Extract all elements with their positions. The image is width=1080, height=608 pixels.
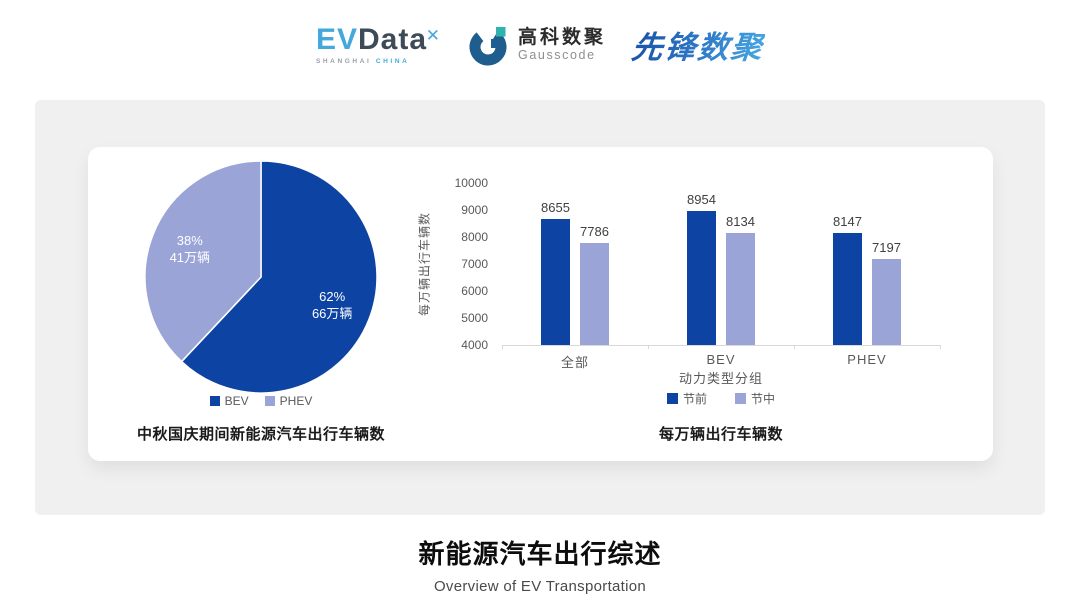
evdata-subtext: SHANGHAI CHINA (316, 58, 427, 65)
bar-legend-item-mid: 节中 (735, 390, 775, 407)
evdata-cross-icon: ✕ (425, 26, 442, 45)
logo-bar: EVData ✕ SHANGHAI CHINA 高科数聚 Gausscode 先… (0, 22, 1080, 67)
pie-legend-item-bev: BEV (209, 394, 249, 408)
bar-x-axis-title: 动力类型分组 (678, 371, 763, 386)
pie-slice-label-phev: 38% 41万辆 (145, 232, 235, 266)
bar-y-axis-title: 每万辆出行车辆数 (417, 211, 432, 317)
y-tick-label: 4000 (461, 338, 488, 352)
pie-slice-phev (144, 160, 262, 363)
page-title: 新能源汽车出行综述 (418, 539, 662, 569)
bar-legend-item-pre: 节前 (666, 390, 707, 407)
bar-节前-全部 (541, 219, 570, 345)
bar-节中-BEV (726, 233, 755, 345)
pie-legend-swatch-bev (209, 396, 220, 406)
y-tick-label: 8000 (461, 230, 488, 244)
bar-legend-swatch-pre (666, 393, 678, 404)
bar-value-label: 8655 (541, 200, 570, 216)
bar-value-label: 7786 (580, 223, 609, 239)
bar-节中-PHEV (872, 258, 901, 345)
x-axis-tick (939, 345, 941, 349)
gausscode-logo: 高科数聚 Gausscode (467, 24, 606, 66)
pie-chart (144, 160, 378, 394)
pie-legend: BEV PHEV (111, 394, 411, 408)
page-subtitle: Overview of EV Transportation (433, 578, 647, 595)
bar-节前-BEV (687, 211, 716, 345)
bar-value-label: 8147 (833, 214, 862, 230)
charts-card: 62% 66万辆 38% 41万辆 BEV PHEV 中秋国庆期间新能源汽车出行… (88, 147, 993, 461)
evdata-data-text: Data (357, 23, 428, 56)
x-axis-tick (647, 345, 649, 349)
pie-bev-percent: 62% (319, 289, 346, 305)
gausscode-g-icon (469, 26, 507, 65)
gausscode-text-block: 高科数聚 Gausscode (518, 27, 606, 62)
pie-slice-label-bev: 62% 66万辆 (287, 288, 377, 322)
pie-phev-percent: 38% (176, 232, 203, 248)
evdata-shanghai-text: SHANGHAI (315, 58, 372, 65)
bar-legend-swatch-mid (735, 393, 746, 404)
pie-slice-bev (180, 160, 378, 394)
y-tick-label: 9000 (461, 203, 488, 217)
bar-value-label: 8134 (726, 214, 755, 230)
category-label: 全部 (560, 355, 589, 370)
evdata-wordmark: EVData ✕ (315, 23, 440, 56)
pie-chart-title: 中秋国庆期间新能源汽车出行车辆数 (136, 426, 385, 443)
bar-legend-label-mid: 节中 (751, 392, 776, 406)
bar-legend: 节前 节中 (502, 390, 940, 407)
x-axis-tick (793, 345, 795, 349)
bar-x-axis-line (502, 345, 940, 346)
bar-legend-label-pre: 节前 (682, 392, 707, 406)
bar-chart-plot-area: 每万辆出行车辆数 4000 5000 6000 7000 8000 9000 10000 86… (418, 176, 941, 370)
y-tick-label: 10000 (454, 176, 488, 190)
footer: 新能源汽车出行综述 Overview of EV Transportation (0, 534, 1080, 595)
pie-phev-amount: 41万辆 (169, 249, 211, 265)
pie-bev-amount: 66万辆 (311, 306, 353, 322)
pie-legend-label-phev: PHEV (279, 394, 313, 408)
content-panel: 62% 66万辆 38% 41万辆 BEV PHEV 中秋国庆期间新能源汽车出行… (35, 100, 1045, 515)
gausscode-cn-text: 高科数聚 (518, 27, 607, 48)
gausscode-en-text: Gausscode (518, 48, 596, 62)
y-tick-label: 6000 (461, 284, 488, 298)
bar-value-label: 7197 (872, 239, 901, 255)
y-tick-label: 5000 (461, 311, 488, 325)
x-axis-tick (501, 345, 503, 349)
pie-legend-swatch-phev (264, 396, 275, 406)
evdata-china-text: CHINA (375, 58, 410, 65)
pie-legend-item-phev: PHEV (264, 394, 313, 408)
evdata-ev-text: EV (315, 23, 358, 56)
xianfeng-logo: 先锋数聚 (630, 22, 767, 67)
pie-legend-label-bev: BEV (224, 394, 249, 408)
bar-value-label: 8954 (687, 192, 716, 208)
category-label: PHEV (847, 352, 887, 367)
evdata-logo: EVData ✕ SHANGHAI CHINA (315, 23, 441, 66)
bar-chart-title: 每万辆出行车辆数 (658, 426, 783, 443)
bar-节前-PHEV (833, 233, 862, 345)
category-label: BEV (706, 352, 736, 367)
y-tick-label: 7000 (461, 257, 488, 271)
bar-节中-全部 (580, 242, 609, 345)
